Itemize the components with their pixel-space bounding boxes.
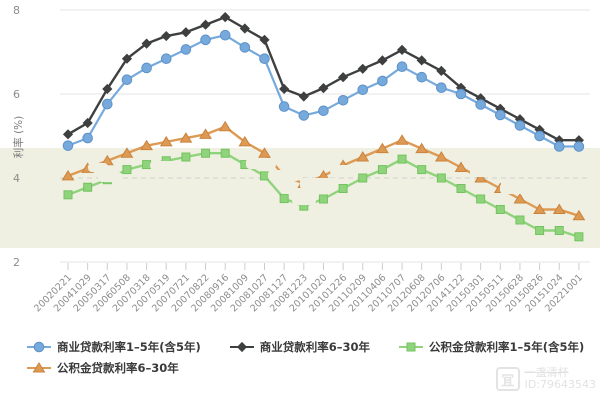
legend-item-diamond: 商业贷款利率6–30年 bbox=[229, 339, 370, 355]
watermark-glyph-blob bbox=[334, 194, 358, 203]
y-axis-label: 利率 (%) bbox=[12, 116, 25, 159]
watermark-glyph-blob bbox=[300, 178, 338, 190]
series-diamond bbox=[62, 12, 584, 146]
watermark-glyph-blob bbox=[246, 158, 276, 169]
watermark: 冝 一盏清杯 ID:79643543 bbox=[495, 365, 596, 392]
chart-legend: 商业贷款利率1–5年(含5年) 商业贷款利率6–30年 公积金贷款利率1–5年(含5… bbox=[26, 339, 586, 376]
legend-marker-square bbox=[399, 342, 424, 352]
watermark-glyph-blob bbox=[268, 170, 300, 181]
watermark-glyph-blob bbox=[128, 179, 162, 190]
legend-label: 公积金贷款利率6–30年 bbox=[57, 361, 179, 375]
legend-row-2: 公积金贷款利率6–30年 bbox=[26, 360, 586, 376]
legend-marker-circle bbox=[27, 341, 51, 353]
y-tick-label: 6 bbox=[13, 88, 20, 101]
legend-row-1: 商业贷款利率1–5年(含5年) 商业贷款利率6–30年 公积金贷款利率1–5年(含5… bbox=[26, 339, 586, 355]
legend-marker-triangle bbox=[27, 362, 51, 373]
legend-marker-diamond bbox=[229, 341, 254, 353]
watermark-glyph-blob bbox=[292, 195, 316, 205]
y-tick-label: 8 bbox=[13, 4, 20, 17]
series-circle bbox=[62, 29, 585, 152]
legend-label: 公积金贷款利率1–5年(含5年) bbox=[429, 340, 585, 354]
watermark-text: 一盏清杯 ID:79643543 bbox=[524, 365, 596, 392]
watermark-name: 一盏清杯 bbox=[524, 365, 569, 379]
watermark-glyph-blob bbox=[470, 165, 512, 177]
watermark-glyph-blob bbox=[330, 165, 358, 175]
watermark-glyph-blob bbox=[150, 161, 176, 170]
legend-item-square: 公积金贷款利率1–5年(含5年) bbox=[398, 339, 584, 355]
watermark-glyph-blob bbox=[98, 172, 122, 182]
watermark-glyph-blob bbox=[88, 163, 108, 172]
legend-label: 商业贷款利率1–5年(含5年) bbox=[57, 340, 201, 354]
y-tick-label: 4 bbox=[13, 172, 20, 185]
legend-item-circle: 商业贷款利率1–5年(含5年) bbox=[26, 339, 201, 355]
watermark-logo-icon: 冝 bbox=[495, 367, 520, 392]
watermark-glyph-blob bbox=[162, 186, 188, 195]
legend-label: 商业贷款利率6–30年 bbox=[259, 340, 371, 354]
watermark-id: ID:79643543 bbox=[524, 378, 596, 392]
y-tick-label: 2 bbox=[13, 256, 20, 269]
series-line bbox=[67, 15, 579, 142]
watermark-glyph-blob bbox=[500, 183, 534, 194]
legend-item-triangle: 公积金贷款利率6–30年 bbox=[26, 360, 179, 376]
